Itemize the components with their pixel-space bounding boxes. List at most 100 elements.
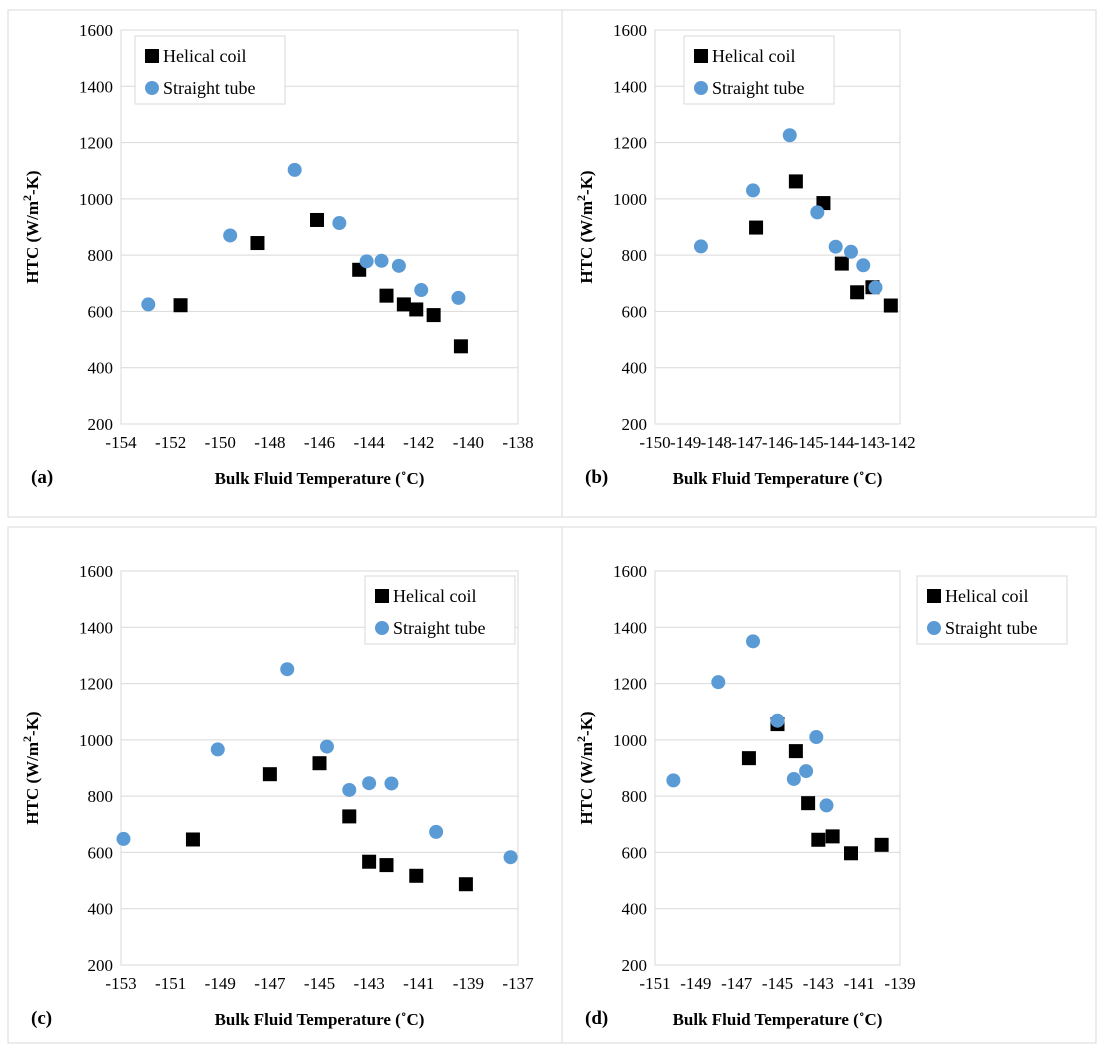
- y-tick-label: 400: [88, 900, 114, 919]
- legend-marker-straight-tube: [375, 621, 389, 635]
- x-tick-label: -139: [884, 974, 915, 993]
- straight-tube-point: [319, 739, 334, 754]
- helical-coil-point: [409, 302, 424, 317]
- x-tick-label: -152: [155, 433, 186, 452]
- helical-coil-point: [250, 236, 265, 251]
- series-straight-tube: [116, 662, 518, 865]
- y-axis-title: HTC (W/m2-K): [20, 170, 42, 283]
- legend-label: Helical coil: [945, 586, 1028, 606]
- straight-tube-point: [141, 297, 156, 312]
- series-helical-coil: [173, 212, 468, 354]
- helical-coil-point: [396, 297, 411, 312]
- helical-coil-point: [788, 744, 803, 759]
- straight-tube-point: [844, 244, 858, 259]
- y-axis-title-main: HTC (W/m: [577, 201, 596, 284]
- helical-coil-point: [844, 846, 858, 861]
- straight-tube-point: [856, 258, 871, 273]
- x-axis-title: Bulk Fluid Temperature (˚C): [673, 469, 883, 488]
- legend-box: [916, 575, 1068, 645]
- series-straight-tube: [693, 128, 883, 295]
- helical-coil-point: [379, 858, 394, 873]
- y-tick-label: 1400: [79, 618, 113, 637]
- y-tick-label: 1400: [613, 618, 647, 637]
- x-tick-label: -148: [254, 433, 285, 452]
- panel-label: (b): [585, 467, 608, 488]
- x-tick-label: -149: [680, 974, 711, 993]
- helical-coil-point: [453, 339, 468, 354]
- straight-tube-point: [786, 771, 801, 786]
- legend-box: [683, 35, 835, 105]
- y-tick-label: 200: [622, 415, 648, 434]
- y-tick-label: 400: [622, 900, 648, 919]
- straight-tube-point: [359, 254, 374, 269]
- straight-tube-point: [414, 283, 429, 298]
- helical-coil-point: [362, 854, 377, 869]
- x-tick-label: -144: [354, 433, 386, 452]
- x-tick-label: -147: [731, 433, 763, 452]
- x-tick-label: -154: [105, 433, 137, 452]
- helical-coil-point: [788, 174, 803, 189]
- y-tick-label: 400: [622, 359, 648, 378]
- legend-box: [364, 575, 516, 645]
- x-tick-label: -145: [304, 974, 335, 993]
- straight-tube-point: [287, 162, 302, 177]
- x-axis-title: Bulk Fluid Temperature (˚C): [673, 1010, 883, 1029]
- straight-tube-point: [819, 798, 834, 813]
- x-axis-title: Bulk Fluid Temperature (˚C): [215, 1010, 425, 1029]
- straight-tube-point: [429, 824, 444, 839]
- y-axis-title-superscript: 2: [20, 736, 34, 742]
- helical-coil-point: [741, 751, 756, 766]
- straight-tube-point: [342, 782, 357, 797]
- helical-coil-point: [312, 756, 327, 771]
- legend: Helical coil Straight tube: [916, 575, 1068, 645]
- y-axis-title-end: -K): [23, 711, 42, 736]
- y-tick-label: 200: [622, 956, 648, 975]
- straight-tube-point: [374, 253, 389, 268]
- straight-tube-point: [809, 730, 824, 745]
- x-tick-label: -141: [844, 974, 875, 993]
- y-tick-label: 600: [88, 843, 114, 862]
- plot-area: [120, 29, 519, 425]
- legend-label: Straight tube: [712, 78, 805, 98]
- helical-coil-point: [310, 212, 325, 227]
- y-tick-label: 1600: [79, 21, 113, 40]
- y-tick-label: 1200: [79, 134, 113, 153]
- legend-marker-straight-tube: [927, 621, 941, 635]
- straight-tube-point: [384, 776, 399, 791]
- legend-marker-straight-tube: [694, 81, 708, 95]
- legend: Helical coil Straight tube: [364, 575, 516, 645]
- x-tick-label: -143: [354, 974, 385, 993]
- straight-tube-point: [782, 128, 797, 143]
- straight-tube-point: [223, 228, 238, 243]
- plot-area: [120, 570, 519, 966]
- straight-tube-point: [770, 713, 785, 728]
- straight-tube-point: [391, 258, 406, 273]
- straight-tube-point: [693, 239, 708, 254]
- chart-panel-2: 200 400 600 800 1000 1200 1400 1600 -150 -149 -148…: [561, 9, 1097, 518]
- series-helical-coil: [741, 717, 889, 861]
- y-axis-title-end: -K): [577, 711, 596, 736]
- x-tick-label: -141: [403, 974, 434, 993]
- y-tick-label: 400: [88, 359, 114, 378]
- x-tick-label: -142: [884, 433, 915, 452]
- series-straight-tube: [666, 634, 834, 813]
- y-tick-label: 1200: [613, 134, 647, 153]
- straight-tube-point: [280, 662, 295, 677]
- y-tick-label: 1000: [613, 731, 647, 750]
- legend-marker-straight-tube: [145, 81, 159, 95]
- x-tick-label: -149: [670, 433, 701, 452]
- straight-tube-point: [711, 675, 726, 690]
- x-tick-label: -150: [205, 433, 236, 452]
- helical-coil-point: [874, 837, 889, 852]
- y-tick-label: 200: [88, 956, 114, 975]
- helical-coil-point: [883, 298, 898, 313]
- straight-tube-point: [210, 742, 225, 757]
- x-axis-title: Bulk Fluid Temperature (˚C): [215, 469, 425, 488]
- y-tick-label: 1200: [613, 675, 647, 694]
- y-axis-title-end: -K): [23, 170, 42, 195]
- chart-panel-1: 200 400 600 800 1000 1200 1400 1600 -154 -152 -150…: [7, 9, 563, 518]
- x-tick-label: -138: [502, 433, 533, 452]
- y-axis-title: HTC (W/m2-K): [574, 711, 596, 824]
- helical-coil-point: [262, 767, 277, 782]
- straight-tube-point: [746, 183, 760, 198]
